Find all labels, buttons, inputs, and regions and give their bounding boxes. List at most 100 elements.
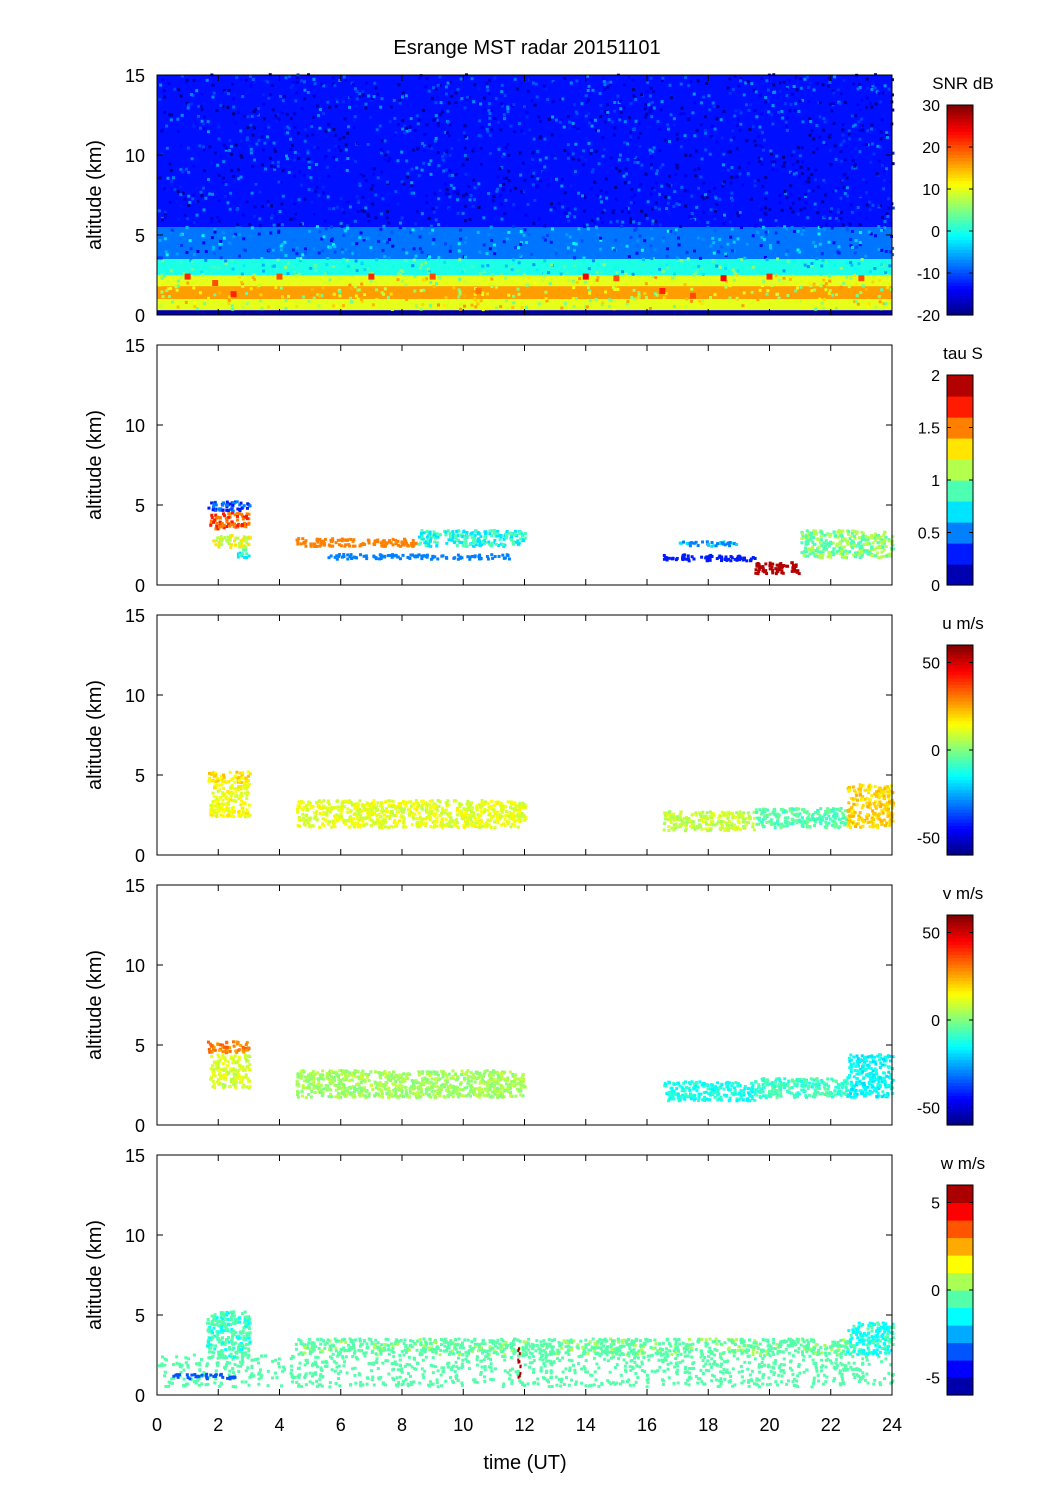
snr-cell bbox=[326, 100, 330, 104]
data-cell bbox=[517, 816, 521, 820]
snr-cell bbox=[471, 149, 475, 153]
snr-cell bbox=[188, 239, 192, 243]
data-cell bbox=[326, 809, 330, 813]
data-cell bbox=[393, 819, 397, 823]
snr-cell bbox=[504, 299, 508, 303]
snr-cell bbox=[310, 200, 314, 204]
data-cell bbox=[435, 819, 439, 823]
snr-cell bbox=[613, 126, 617, 130]
snr-cell bbox=[798, 299, 802, 303]
snr-cell bbox=[557, 201, 561, 205]
data-cell bbox=[873, 536, 877, 540]
data-cell bbox=[214, 503, 218, 507]
data-cell bbox=[215, 811, 219, 815]
snr-cell bbox=[859, 128, 863, 132]
snr-cell bbox=[818, 115, 822, 119]
snr-cell bbox=[854, 154, 858, 158]
snr-cell bbox=[851, 124, 855, 128]
data-cell bbox=[458, 811, 462, 815]
snr-cell bbox=[425, 194, 429, 198]
snr-cell bbox=[473, 297, 477, 301]
data-cell bbox=[225, 520, 229, 524]
colorbar-step bbox=[947, 501, 973, 523]
data-cell bbox=[357, 813, 361, 817]
snr-cell bbox=[367, 269, 371, 273]
snr-cell bbox=[393, 116, 397, 120]
data-cell bbox=[501, 803, 505, 807]
snr-cell bbox=[645, 112, 649, 116]
data-cell bbox=[487, 823, 491, 827]
snr-cell bbox=[245, 136, 249, 140]
data-cell bbox=[382, 555, 386, 559]
data-cell bbox=[741, 816, 745, 820]
data-cell bbox=[857, 541, 861, 545]
snr-cell bbox=[559, 272, 563, 276]
data-cell bbox=[485, 821, 489, 825]
snr-cell bbox=[811, 150, 815, 154]
snr-cell bbox=[320, 82, 324, 86]
snr-cell bbox=[444, 192, 448, 196]
snr-cell bbox=[174, 285, 178, 289]
snr-cell bbox=[427, 147, 431, 151]
snr-cell bbox=[346, 156, 350, 160]
snr-cell bbox=[589, 280, 593, 284]
snr-cell bbox=[432, 238, 436, 242]
snr-cell bbox=[608, 298, 612, 302]
data-cell bbox=[370, 801, 374, 805]
data-cell bbox=[215, 524, 219, 528]
data-cell bbox=[360, 803, 364, 807]
snr-cell bbox=[333, 250, 337, 254]
data-cell bbox=[379, 554, 383, 558]
data-cell bbox=[460, 541, 464, 545]
data-cell bbox=[434, 824, 438, 828]
snr-cell bbox=[581, 149, 585, 153]
data-cell bbox=[356, 805, 360, 809]
data-cell bbox=[238, 787, 242, 791]
snr-cell bbox=[878, 300, 882, 304]
snr-cell bbox=[245, 200, 249, 204]
data-cell bbox=[761, 569, 765, 573]
snr-cell bbox=[249, 151, 253, 155]
snr-cell bbox=[660, 184, 664, 188]
data-cell bbox=[839, 552, 843, 556]
data-cell bbox=[247, 803, 251, 807]
snr-hotspot bbox=[368, 273, 375, 280]
snr-cell bbox=[504, 276, 508, 280]
data-cell bbox=[450, 820, 454, 824]
snr-cell bbox=[834, 307, 838, 311]
colorbar-step bbox=[947, 278, 973, 283]
snr-cell bbox=[771, 104, 775, 108]
snr-cell bbox=[374, 216, 378, 220]
snr-cell bbox=[335, 158, 339, 162]
colorbar-step bbox=[947, 190, 973, 195]
data-cell bbox=[506, 554, 510, 558]
snr-cell bbox=[448, 80, 452, 84]
snr-cell bbox=[512, 103, 516, 107]
data-cell bbox=[496, 802, 500, 806]
snr-cell bbox=[176, 190, 180, 194]
data-cell bbox=[391, 543, 395, 547]
snr-cell bbox=[233, 232, 237, 236]
snr-cell bbox=[360, 300, 364, 304]
snr-cell bbox=[869, 160, 873, 164]
snr-cell bbox=[580, 102, 584, 106]
snr-cell bbox=[796, 248, 800, 252]
snr-cell bbox=[788, 277, 792, 281]
snr-cell bbox=[364, 106, 368, 110]
data-cell bbox=[247, 543, 251, 547]
snr-cell bbox=[248, 234, 252, 238]
snr-cell bbox=[427, 217, 431, 221]
snr-cell bbox=[269, 231, 273, 235]
data-cell bbox=[870, 536, 874, 540]
snr-cell bbox=[272, 264, 276, 268]
snr-cell bbox=[481, 308, 485, 312]
snr-cell bbox=[300, 107, 304, 111]
data-cell bbox=[490, 553, 494, 557]
data-cell bbox=[493, 826, 497, 830]
snr-cell bbox=[450, 94, 454, 98]
data-cell bbox=[453, 540, 457, 544]
snr-cell bbox=[345, 224, 349, 228]
snr-cell bbox=[479, 146, 483, 150]
data-cell bbox=[359, 814, 363, 818]
snr-cell bbox=[242, 213, 246, 217]
